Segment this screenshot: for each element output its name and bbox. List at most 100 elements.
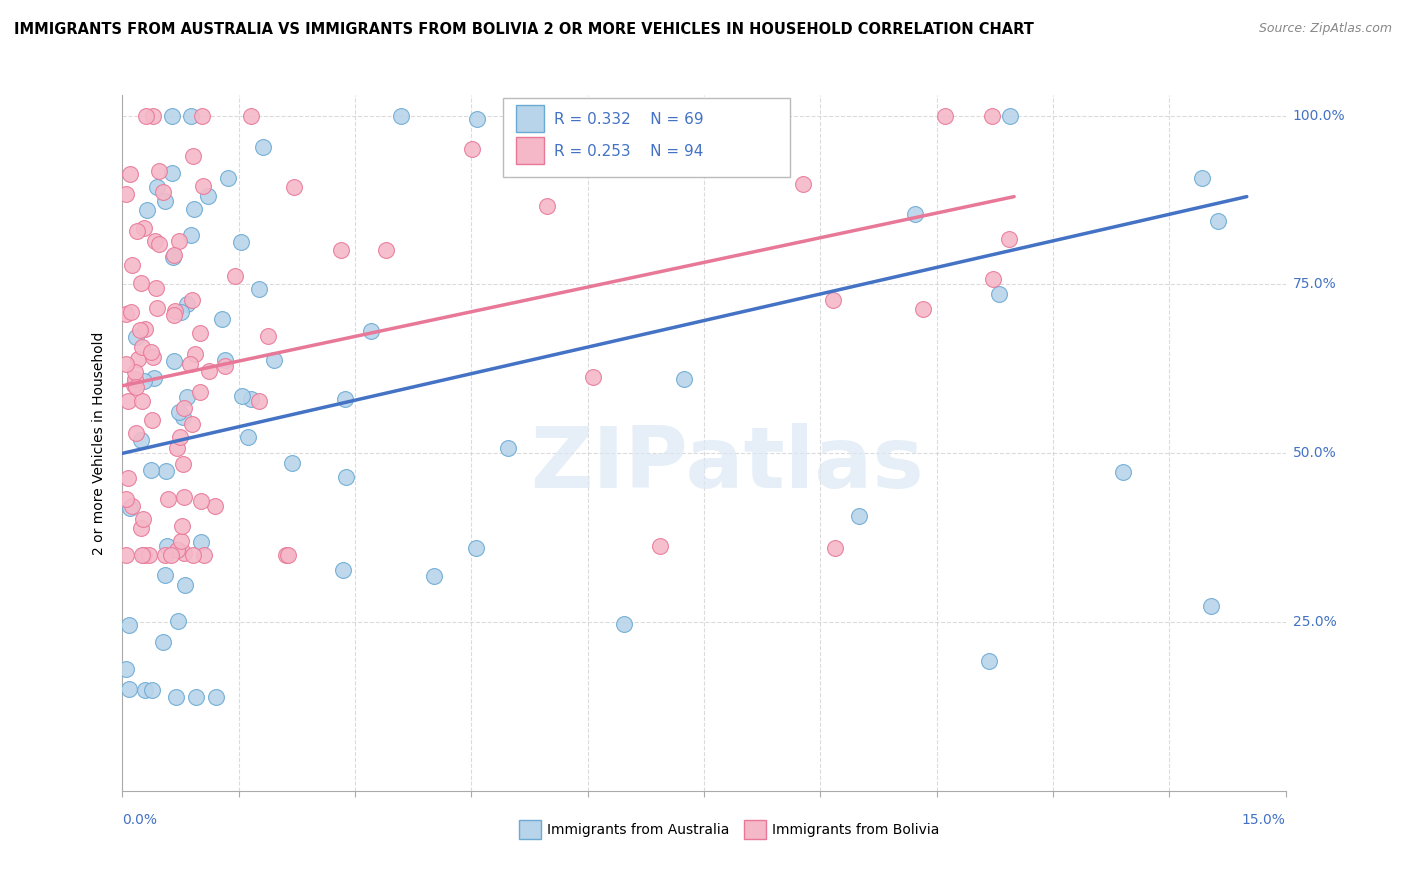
Point [162,250,184,264]
Point [148,236,170,251]
Point [160,109,183,123]
Point [120,304,142,318]
Point [132,374,155,388]
Point [166,441,188,455]
Point [190,385,212,400]
Point [121,499,143,513]
Point [117,393,139,408]
Point [118,682,141,697]
Point [163,308,186,322]
Point [174,578,197,592]
Point [191,179,214,194]
Point [132,511,155,525]
Point [904,207,927,221]
Point [190,493,212,508]
Point [186,690,208,704]
Point [146,301,169,316]
Point [217,170,239,185]
Text: Immigrants from Australia: Immigrants from Australia [547,822,730,837]
Point [125,380,148,394]
Point [146,180,169,194]
Point [160,548,183,562]
Text: 25.0%: 25.0% [1292,615,1336,629]
Point [988,287,1011,301]
Point [134,682,156,697]
Point [240,392,263,407]
Point [848,508,870,523]
Point [998,109,1021,123]
Point [197,189,219,203]
Point [142,371,165,385]
Point [142,109,165,123]
Point [934,109,956,123]
Point [125,426,148,441]
Point [283,180,305,194]
Point [1199,599,1222,614]
Point [582,369,605,384]
Point [188,326,211,341]
Point [332,563,354,577]
Point [180,228,202,243]
Point [464,541,486,556]
Point [131,393,153,408]
Point [247,394,270,409]
Point [236,430,259,444]
Point [163,248,186,262]
Point [277,548,299,562]
Point [375,243,398,257]
Y-axis label: 2 or more Vehicles in Household: 2 or more Vehicles in Household [93,332,107,555]
Point [198,363,221,377]
Point [163,353,186,368]
Point [173,491,195,505]
Point [156,491,179,506]
Point [211,312,233,326]
Point [138,548,160,562]
Point [280,456,302,470]
Point [135,109,157,123]
Point [648,539,671,553]
Point [125,224,148,238]
Point [977,654,1000,668]
Point [132,548,155,562]
Point [129,277,152,291]
Point [115,357,138,371]
Point [461,142,484,156]
Point [115,491,138,506]
Text: R = 0.332    N = 69: R = 0.332 N = 69 [554,112,703,127]
Point [141,682,163,697]
Point [240,109,263,123]
Point [120,167,142,181]
Point [214,359,236,373]
Point [1206,214,1229,228]
Point [329,243,352,257]
Point [824,541,846,555]
Point [180,109,202,123]
Point [167,614,190,628]
Point [190,109,212,123]
Point [145,234,167,248]
Point [193,548,215,562]
Point [127,351,149,366]
Point [124,330,146,344]
Point [579,109,602,123]
Point [181,548,204,562]
Point [183,202,205,217]
Point [981,272,1004,286]
Point [173,546,195,560]
Point [214,352,236,367]
Point [274,548,297,562]
Point [169,430,191,444]
Text: R = 0.253    N = 94: R = 0.253 N = 94 [554,144,703,159]
Point [496,441,519,455]
Point [335,392,357,406]
Point [153,568,176,582]
Text: 75.0%: 75.0% [1292,277,1336,292]
Point [181,417,204,431]
Point [204,499,226,513]
Point [117,471,139,485]
Point [135,202,157,217]
Point [115,548,138,562]
Point [176,296,198,310]
Point [224,268,246,283]
Point [115,661,138,675]
